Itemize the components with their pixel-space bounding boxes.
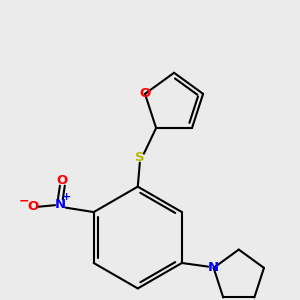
Text: +: + (62, 192, 71, 202)
Text: O: O (140, 87, 151, 101)
Text: N: N (208, 261, 219, 274)
Text: S: S (135, 151, 145, 164)
Text: O: O (27, 200, 38, 213)
Text: −: − (18, 194, 29, 207)
Text: O: O (57, 174, 68, 187)
Text: N: N (55, 198, 66, 211)
